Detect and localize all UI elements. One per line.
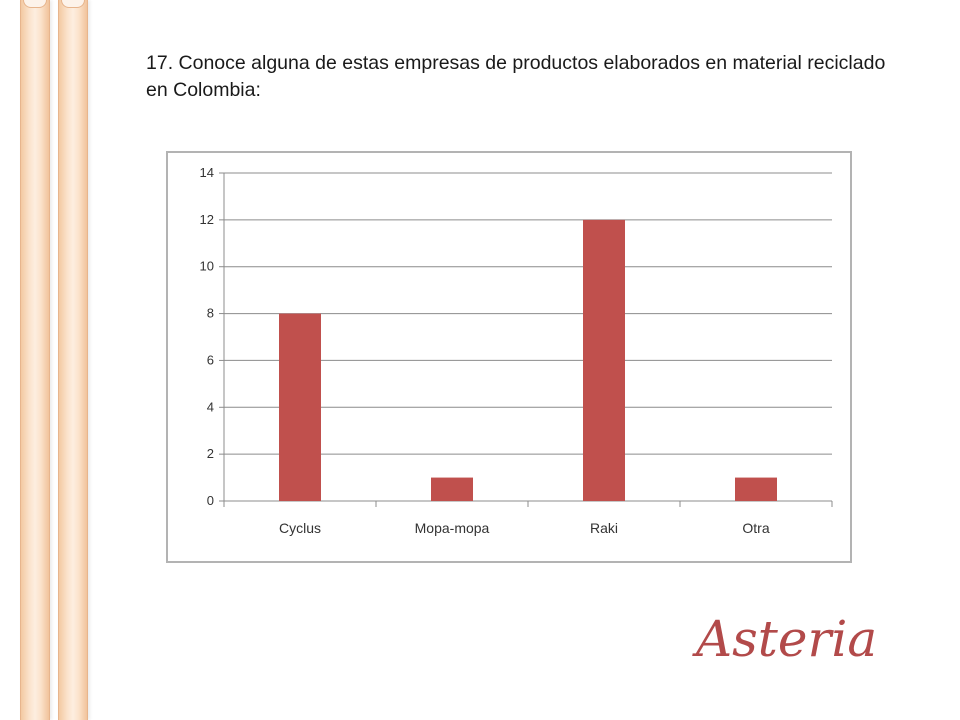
y-tick-label: 2 — [207, 446, 214, 461]
y-tick-label: 6 — [207, 352, 214, 367]
y-tick-label: 4 — [207, 399, 214, 414]
bar-otra — [735, 477, 777, 501]
x-category-label: Cyclus — [279, 520, 321, 536]
x-category-label: Otra — [742, 520, 769, 536]
logo-text: Asteria — [692, 610, 877, 668]
chart-canvas: 0 2 4 6 8 10 12 14 Cyclus Mopa-mopa Raki Otra — [200, 165, 833, 536]
bar-cyclus — [279, 313, 321, 501]
y-tick-label: 14 — [200, 165, 214, 180]
y-tick-label: 8 — [207, 306, 214, 321]
stripe-cap — [61, 0, 85, 8]
question-title: 17. Conoce alguna de estas empresas de p… — [146, 52, 886, 101]
bar-raki — [583, 219, 625, 501]
y-tick-label: 0 — [207, 493, 214, 508]
decorative-stripe-left — [20, 0, 50, 720]
x-category-label: Mopa-mopa — [415, 520, 490, 536]
stripe-cap — [23, 0, 47, 8]
bar-mopa-mopa — [431, 477, 473, 501]
decorative-stripe-right — [58, 0, 88, 720]
y-tick-label: 12 — [200, 212, 214, 227]
asteria-logo: Asteria — [692, 610, 877, 668]
bar-chart: 0 2 4 6 8 10 12 14 Cyclus Mopa-mopa Raki Otra — [166, 151, 852, 563]
x-category-label: Raki — [590, 520, 618, 536]
y-tick-label: 10 — [200, 259, 214, 274]
